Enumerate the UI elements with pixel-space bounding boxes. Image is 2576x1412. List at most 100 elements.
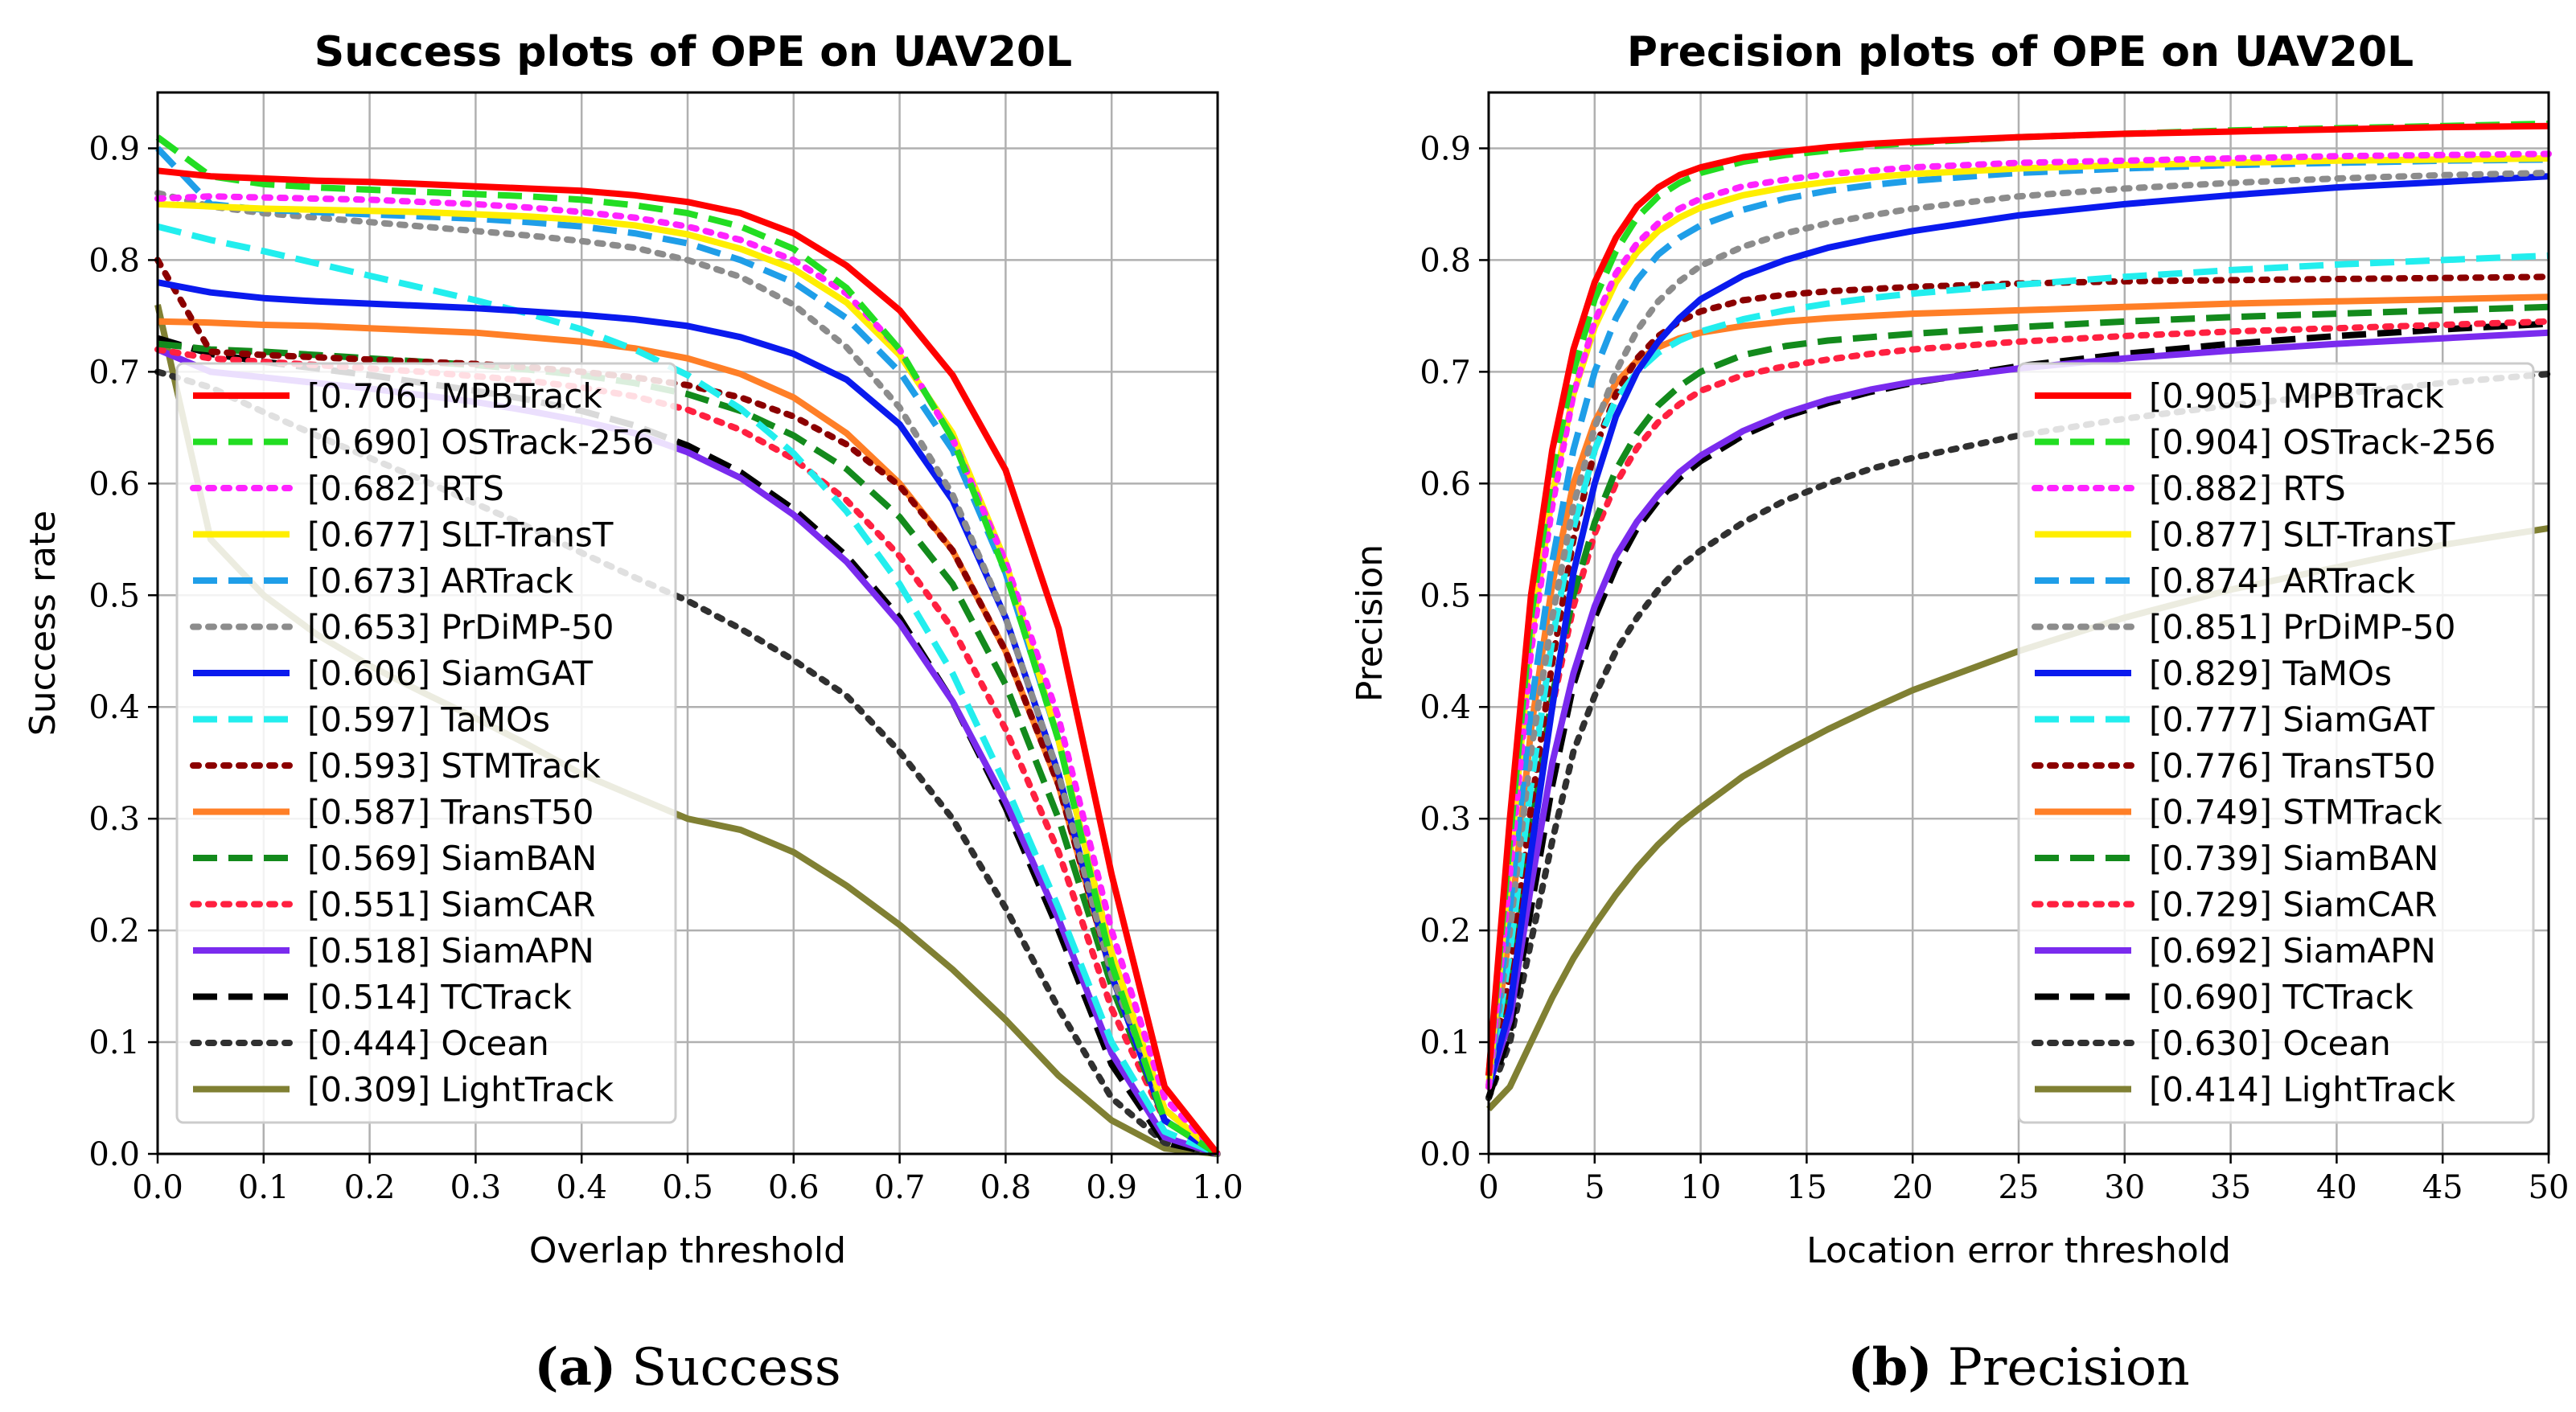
success-legend-label: [0.518] SiamAPN: [307, 931, 594, 971]
precision-xtick-label: 50: [2529, 1169, 2570, 1206]
precision-series-rts: [1485, 150, 2552, 1090]
precision-ytick-label: 0.1: [1419, 1024, 1471, 1061]
success-legend-label: [0.593] STMTrack: [307, 746, 601, 786]
success-legend: [0.706] MPBTrack [0.690] OSTrack-256 [0.68…: [175, 362, 677, 1124]
precision-legend-label: [0.905] MPBTrack: [2149, 376, 2444, 416]
precision-ytick-label: 0.2: [1419, 913, 1471, 950]
precision-legend-box: [2017, 362, 2535, 1124]
success-ylabel: Success rate: [23, 511, 64, 736]
precision-xtick-label: 5: [1584, 1169, 1604, 1206]
success-xtick-label: 0.9: [1086, 1169, 1137, 1206]
success-xtick-label: 0.7: [874, 1169, 926, 1206]
success-xtick-label: 0.6: [768, 1169, 820, 1206]
success-ytick-label: 0.6: [88, 466, 140, 503]
success-ytick-label: 0.9: [88, 130, 140, 167]
precision-xtick-label: 45: [2422, 1169, 2463, 1206]
success-xtick-label: 0.1: [238, 1169, 290, 1206]
precision-xtick-label: 35: [2210, 1169, 2251, 1206]
precision-plot-title: Precision plots of OPE on UAV20L: [1627, 28, 2414, 76]
success-xtick-label: 0.5: [662, 1169, 713, 1206]
precision-series-siamapn: [1485, 329, 2549, 1088]
success-series-mpbtrack: [157, 167, 1221, 1156]
precision-plot-panel: Precision plots of OPE on UAV20L 0 5 10 15 2…: [1350, 28, 2569, 1271]
success-legend-label: [0.606] SiamGAT: [307, 654, 593, 693]
success-legend-label: [0.514] TCTrack: [307, 978, 572, 1017]
precision-legend-label: [0.851] PrDiMP-50: [2149, 608, 2455, 647]
success-series-prdimp-50: [154, 190, 1221, 1157]
success-legend-label: [0.587] TransT50: [307, 793, 594, 832]
success-legend-label: [0.597] TaMOs: [307, 700, 550, 740]
success-legend-label: [0.706] MPBTrack: [307, 376, 602, 416]
precision-ytick-label: 0.8: [1419, 242, 1471, 279]
precision-xtick-label: 15: [1786, 1169, 1827, 1206]
precision-legend-label: [0.749] STMTrack: [2149, 793, 2442, 832]
success-ytick-label: 0.5: [88, 577, 140, 614]
caption-b: (b) Precision: [1847, 1337, 2189, 1398]
precision-xtick-label: 10: [1680, 1169, 1721, 1206]
success-ytick-label: 0.2: [88, 913, 140, 950]
success-xtick-label: 0.0: [132, 1169, 183, 1206]
precision-ticks: 0 5 10 15 20 25 30 35 40 45 50 0.0 0.1 0.2 0.3 0.4 0.5 0.…: [1419, 130, 2569, 1206]
caption-a-text: Success: [631, 1338, 840, 1398]
success-xtick-label: 1.0: [1192, 1169, 1243, 1206]
precision-xtick-label: 20: [1892, 1169, 1933, 1206]
precision-series-siamgat: [1485, 173, 2549, 1088]
precision-xtick-label: 0: [1478, 1169, 1498, 1206]
precision-series-tctrack: [1485, 320, 2549, 1099]
precision-series-tamos: [1485, 252, 2549, 1088]
precision-xlabel: Location error threshold: [1806, 1230, 2231, 1271]
precision-legend-label: [0.414] LightTrack: [2149, 1070, 2456, 1110]
precision-legend-label: [0.904] OSTrack-256: [2149, 423, 2496, 462]
precision-series-transt50: [1485, 293, 2549, 1088]
success-series-ostrack-256: [155, 134, 1220, 1157]
precision-legend-label: [0.877] SLT-TransT: [2149, 515, 2455, 555]
precision-ytick-label: 0.5: [1419, 577, 1471, 614]
success-legend-label: [0.677] SLT-TransT: [307, 515, 614, 555]
precision-legend: [0.905] MPBTrack [0.904] OSTrack-256 [0.88…: [2017, 362, 2535, 1124]
caption-b-letter: (b): [1847, 1337, 1932, 1398]
success-xtick-label: 0.8: [980, 1169, 1032, 1206]
success-xlabel: Overlap threshold: [529, 1230, 846, 1271]
precision-series-stmtrack: [1485, 273, 2552, 1090]
success-legend-label: [0.673] ARTrack: [307, 561, 574, 601]
precision-legend-label: [0.776] TransT50: [2149, 746, 2435, 786]
precision-ytick-label: 0.4: [1419, 689, 1471, 726]
precision-series-siamcar: [1485, 318, 2552, 1090]
caption-a: (a) Success: [534, 1337, 840, 1398]
success-plot-panel: Success plots of OPE on UAV20L 0.0 0.1 0.2…: [23, 28, 1243, 1271]
success-xtick-label: 0.2: [344, 1169, 396, 1206]
success-series-siamcar: [154, 346, 1221, 1157]
precision-plot-frame: [1487, 91, 2550, 1155]
success-series-tamos: [157, 223, 1219, 1157]
success-legend-label: [0.682] RTS: [307, 469, 504, 508]
precision-legend-label: [0.829] TaMOs: [2149, 654, 2392, 693]
success-ytick-label: 0.7: [88, 354, 140, 391]
precision-xtick-label: 25: [1999, 1169, 2040, 1206]
success-legend-label: [0.444] Ocean: [307, 1024, 549, 1063]
caption-b-text: Precision: [1948, 1338, 2190, 1398]
precision-legend-label: [0.882] RTS: [2149, 469, 2346, 508]
success-legend-label: [0.690] OSTrack-256: [307, 423, 654, 462]
precision-series-prdimp-50: [1485, 170, 2552, 1090]
success-legend-label: [0.569] SiamBAN: [307, 839, 597, 878]
precision-ytick-label: 0.6: [1419, 466, 1471, 503]
success-ytick-label: 0.0: [88, 1136, 140, 1173]
success-series-slt-transt: [157, 200, 1220, 1157]
success-ytick-label: 0.8: [88, 242, 140, 279]
precision-xtick-label: 30: [2104, 1169, 2145, 1206]
precision-ytick-label: 0.7: [1419, 354, 1471, 391]
precision-ytick-label: 0.0: [1419, 1136, 1471, 1173]
precision-legend-label: [0.630] Ocean: [2149, 1024, 2391, 1063]
success-ticks: 0.0 0.1 0.2 0.3 0.4 0.5 0.6 0.7 0.8 0.9 1.0 0.0 0.1 0…: [88, 130, 1243, 1206]
success-legend-box: [175, 362, 677, 1124]
precision-legend-label: [0.692] SiamAPN: [2149, 931, 2436, 971]
precision-legend-label: [0.777] SiamGAT: [2149, 700, 2434, 740]
precision-legend-label: [0.690] TCTrack: [2149, 978, 2414, 1017]
precision-series-mpbtrack: [1485, 122, 2549, 1077]
success-plot-frame: [156, 91, 1219, 1155]
success-series-stmtrack: [154, 257, 1221, 1157]
precision-ylabel: Precision: [1350, 544, 1391, 702]
precision-ytick-label: 0.3: [1419, 801, 1471, 838]
precision-legend-label: [0.729] SiamCAR: [2149, 885, 2438, 925]
